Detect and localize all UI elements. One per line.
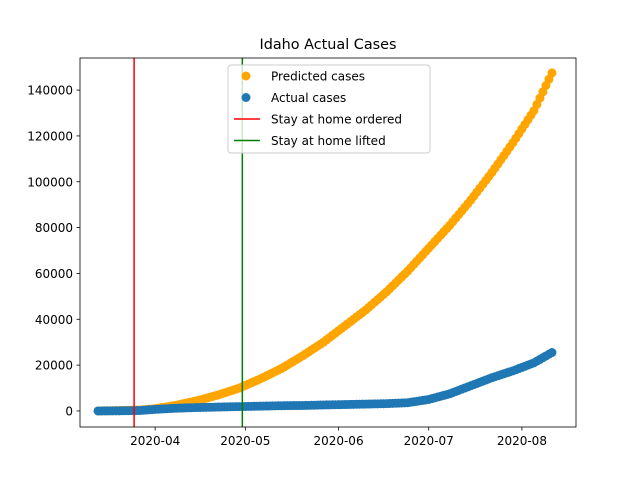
legend: Predicted cases Actual cases Stay at home … xyxy=(227,64,431,154)
y-tick-label: 80000 xyxy=(35,221,73,235)
x-axis: 2020-04 2020-05 2020-06 2020-07 2020-08 xyxy=(130,427,547,448)
data-point xyxy=(547,68,557,78)
x-tick-label: 2020-04 xyxy=(130,434,180,448)
y-tick-label: 100000 xyxy=(27,175,73,189)
y-tick-label: 120000 xyxy=(27,129,73,143)
x-tick-label: 2020-07 xyxy=(404,434,454,448)
plot-area xyxy=(79,57,577,428)
legend-entry: Stay at home lifted xyxy=(234,134,386,148)
plot-frame xyxy=(79,57,577,428)
legend-marker xyxy=(241,93,251,102)
legend-label: Actual cases xyxy=(271,91,346,105)
x-tick-label: 2020-08 xyxy=(497,434,547,448)
y-tick-label: 20000 xyxy=(35,359,73,373)
data-point xyxy=(547,348,557,358)
legend-label: Predicted cases xyxy=(271,70,365,84)
x-tick-label: 2020-05 xyxy=(220,434,270,448)
legend-marker xyxy=(241,71,251,81)
legend-label: Stay at home lifted xyxy=(271,134,386,148)
y-tick-label: 40000 xyxy=(35,313,73,327)
y-tick-label: 140000 xyxy=(27,84,73,98)
legend-label: Stay at home ordered xyxy=(271,113,402,127)
legend-box xyxy=(227,64,431,154)
legend-entry: Actual cases xyxy=(241,91,346,105)
x-tick-label: 2020-06 xyxy=(313,434,363,448)
y-tick-label: 0 xyxy=(65,404,73,418)
series-1 xyxy=(93,348,557,416)
y-axis: 0 20000 40000 60000 80000 100000 120000 140000 xyxy=(27,84,80,418)
y-tick-label: 60000 xyxy=(35,267,73,281)
legend-entry: Stay at home ordered xyxy=(234,113,402,127)
legend-entry: Predicted cases xyxy=(241,70,365,84)
chart-title: Idaho Actual Cases xyxy=(259,37,396,53)
